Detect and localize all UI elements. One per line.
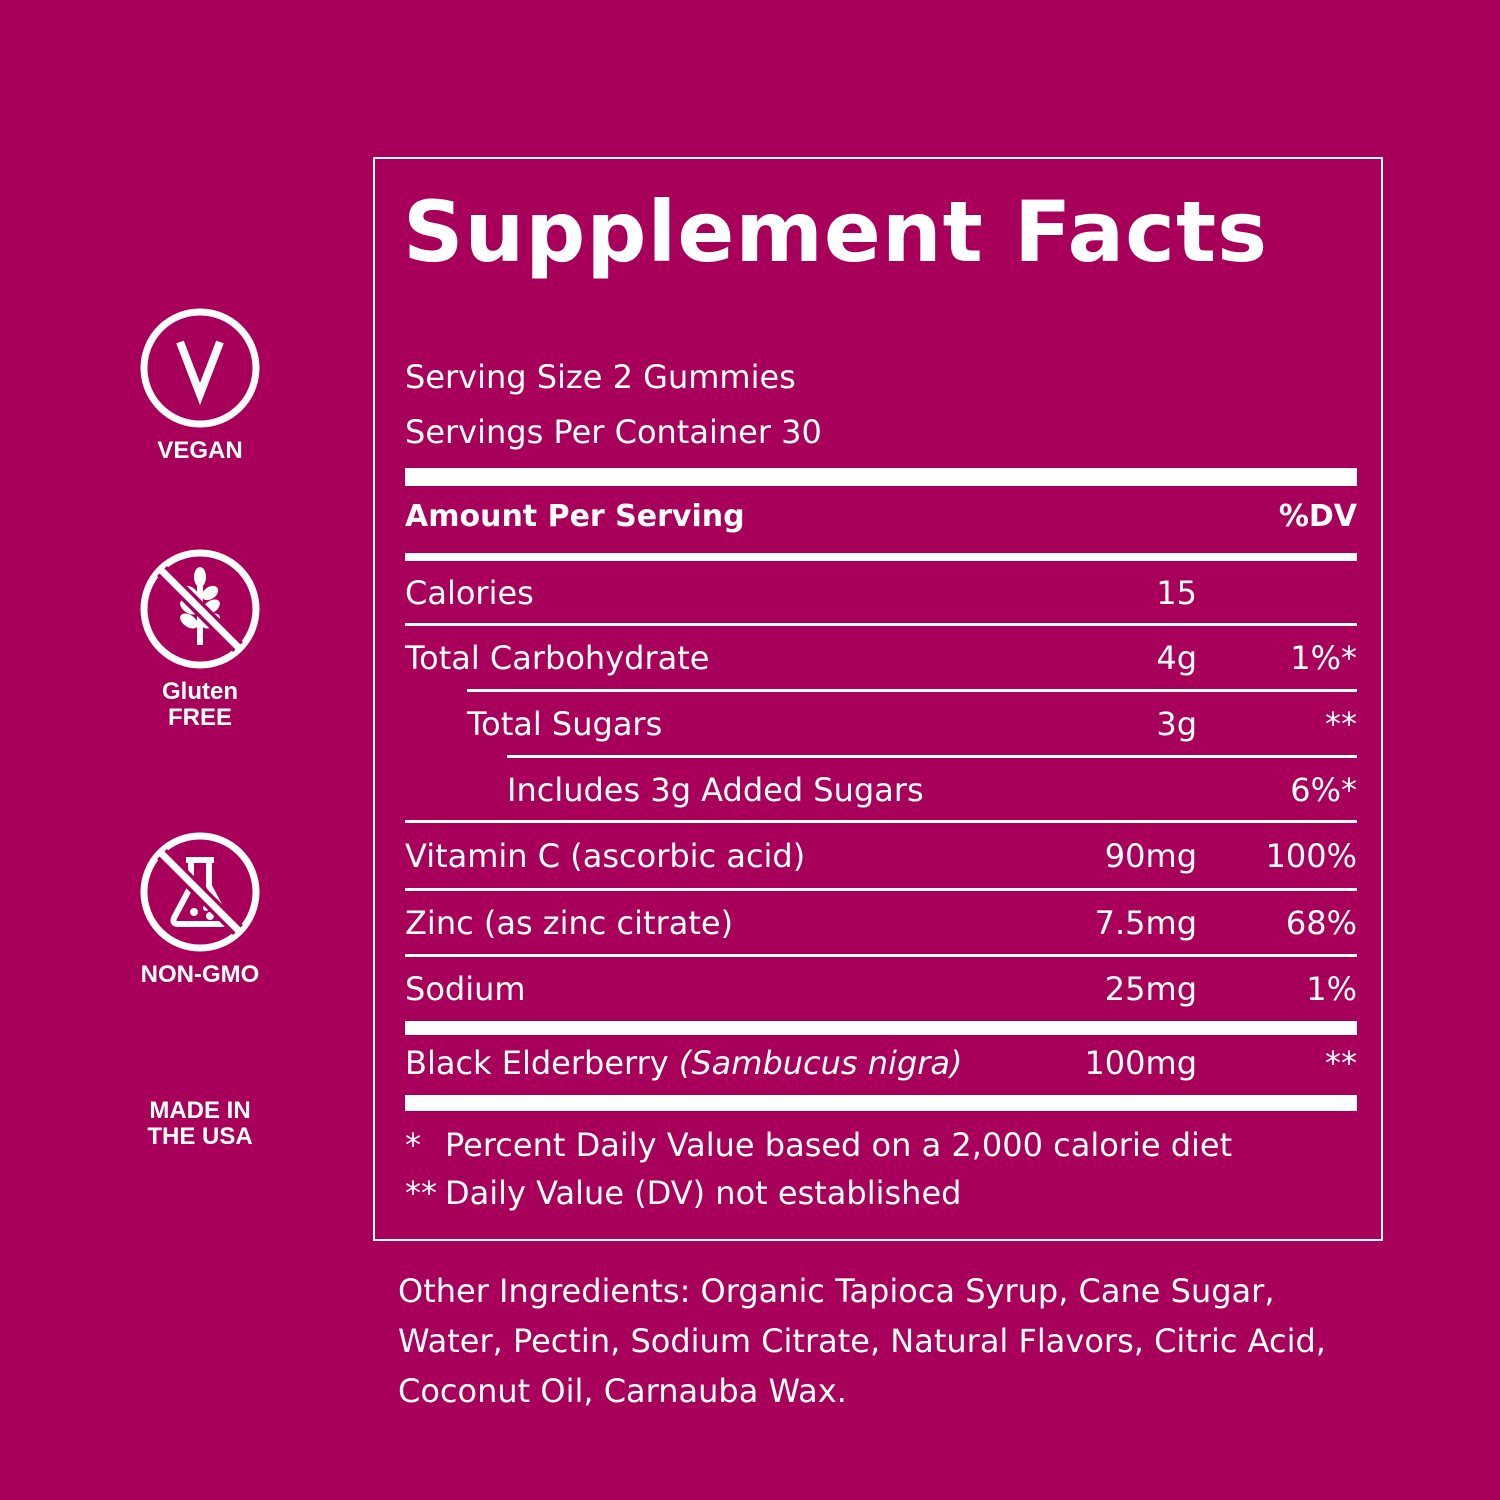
divider <box>405 820 1357 823</box>
nutrient-name: Black Elderberry (Sambucus nigra) <box>405 1033 963 1093</box>
nutrient-dv: ** <box>1325 1044 1357 1082</box>
nutrient-row: Includes 3g Added Sugars 6%* <box>507 760 1357 820</box>
divider <box>467 689 1357 692</box>
nutrient-name: Includes 3g Added Sugars <box>507 771 924 809</box>
nutrient-name: Calories <box>405 574 534 612</box>
nutrient-name: Total Sugars <box>467 705 663 743</box>
gluten-free-badge: Gluten FREE <box>120 547 280 731</box>
vegan-badge: VEGAN <box>120 306 280 464</box>
nutrient-row: Total Sugars 3g ** <box>467 694 1357 754</box>
nutrient-dv: 1% <box>1306 970 1357 1008</box>
footnote-mark: ** <box>405 1174 437 1212</box>
non-gmo-label: NON-GMO <box>140 961 260 988</box>
amount-per-serving-label: Amount Per Serving <box>405 499 745 534</box>
nutrient-name: Total Carbohydrate <box>405 639 710 677</box>
made-in-usa-badge: MADE IN THE USA <box>120 1090 280 1150</box>
footnote: ** Daily Value (DV) not established <box>405 1173 961 1213</box>
divider <box>405 888 1357 891</box>
nutrient-row: Calories 15 <box>405 563 1357 623</box>
nutrient-name: Zinc (as zinc citrate) <box>405 904 734 942</box>
nutrient-common-name: Black Elderberry <box>405 1044 669 1082</box>
non-gmo-badge: NON-GMO <box>120 830 280 988</box>
nutrient-dv: ** <box>1325 705 1357 743</box>
footnote-text: Daily Value (DV) not established <box>445 1174 962 1212</box>
nutrient-row: Vitamin C (ascorbic acid) 90mg 100% <box>405 826 1357 886</box>
thick-divider <box>405 468 1357 486</box>
nutrient-name: Vitamin C (ascorbic acid) <box>405 837 806 875</box>
servings-per-container: Servings Per Container 30 <box>405 413 822 451</box>
nutrient-amount: 3g <box>1156 705 1197 743</box>
amount-header-row: Amount Per Serving %DV <box>405 487 1357 547</box>
made-in-usa-label: MADE IN THE USA <box>147 1097 253 1150</box>
vegan-label: VEGAN <box>157 437 243 464</box>
footnote: * Percent Daily Value based on a 2,000 ca… <box>405 1125 1232 1165</box>
supplement-facts-panel: Supplement Facts Serving Size 2 Gummies … <box>373 157 1383 1241</box>
gluten-free-label: Gluten FREE <box>162 678 238 731</box>
panel-title: Supplement Facts <box>403 183 1269 281</box>
nutrient-amount: 100mg <box>1084 1044 1197 1082</box>
nutrient-row: Total Carbohydrate 4g 1%* <box>405 628 1357 688</box>
divider <box>405 553 1357 561</box>
gluten-free-icon <box>140 549 260 669</box>
thick-divider <box>405 1021 1357 1035</box>
thick-divider <box>405 1095 1357 1111</box>
nutrient-amount: 25mg <box>1104 970 1197 1008</box>
footnote-mark: * <box>405 1126 421 1164</box>
nutrient-dv: 68% <box>1285 904 1357 942</box>
nutrient-name: Sodium <box>405 970 526 1008</box>
dv-header-label: %DV <box>1278 499 1357 534</box>
serving-size: Serving Size 2 Gummies <box>405 358 796 396</box>
divider <box>405 954 1357 957</box>
vegan-icon <box>140 308 260 428</box>
footnote-text: Percent Daily Value based on a 2,000 cal… <box>445 1126 1233 1164</box>
non-gmo-icon <box>140 832 260 952</box>
nutrient-scientific-name: (Sambucus nigra) <box>678 1044 963 1082</box>
divider <box>507 755 1357 758</box>
nutrient-amount: 90mg <box>1104 837 1197 875</box>
divider <box>405 623 1357 626</box>
nutrient-amount: 7.5mg <box>1094 904 1197 942</box>
other-ingredients: Other Ingredients: Organic Tapioca Syrup… <box>398 1272 1326 1410</box>
nutrient-row: Zinc (as zinc citrate) 7.5mg 68% <box>405 893 1357 953</box>
nutrient-row: Sodium 25mg 1% <box>405 959 1357 1019</box>
nutrient-dv: 1%* <box>1290 639 1357 677</box>
nutrient-amount: 4g <box>1156 639 1197 677</box>
nutrient-dv: 100% <box>1265 837 1357 875</box>
nutrient-row: Black Elderberry (Sambucus nigra) 100mg … <box>405 1033 1357 1093</box>
nutrient-amount: 15 <box>1156 574 1197 612</box>
nutrient-dv: 6%* <box>1290 771 1357 809</box>
